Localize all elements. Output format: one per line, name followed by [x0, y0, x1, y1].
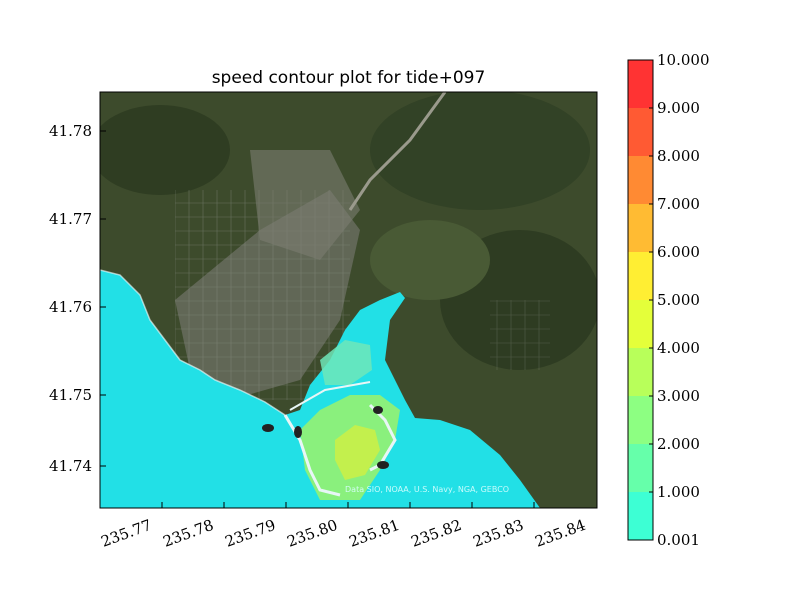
colorbar-segment: [628, 108, 653, 157]
y-tick-label: 41.78: [49, 122, 92, 140]
breakwater: [289, 381, 371, 411]
colorbar-label: 8.000: [657, 147, 700, 165]
y-tick-label: 41.76: [49, 298, 92, 316]
islet: [262, 424, 274, 432]
town-center: [250, 150, 360, 260]
forest-patch: [100, 105, 230, 195]
colorbar-segment: [628, 396, 653, 445]
colorbar-label: 3.000: [657, 387, 700, 405]
x-tick-label: 235.83: [471, 516, 526, 551]
islet: [377, 461, 389, 469]
colorbar-segment: [628, 444, 653, 493]
x-axis: 235.77 235.78 235.79 235.80 235.81 235.8…: [99, 502, 588, 551]
x-tick-label: 235.81: [347, 516, 402, 551]
y-axis: 41.78 41.77 41.76 41.75 41.74: [49, 122, 106, 475]
forest-patch: [370, 220, 490, 300]
colorbar-label: 6.000: [657, 243, 700, 261]
plot-title: speed contour plot for tide+097: [211, 68, 486, 88]
map-attribution: Data SIO, NOAA, U.S. Navy, NGA, GEBCO: [345, 485, 509, 494]
x-tick-label: 235.77: [99, 516, 154, 551]
jetty: [368, 403, 397, 472]
colorbar-label: 1.000: [657, 483, 700, 501]
forest-patch: [370, 92, 590, 210]
colorbar-label: 4.000: [657, 339, 700, 357]
colorbar-label: 5.000: [657, 291, 700, 309]
highway: [348, 92, 447, 211]
x-tick-label: 235.80: [285, 516, 340, 551]
x-tick-label: 235.79: [223, 516, 278, 551]
y-tick-label: 41.74: [49, 457, 92, 475]
y-tick-label: 41.77: [49, 210, 92, 228]
water-body: [100, 270, 540, 508]
colorbar-label: 9.000: [657, 99, 700, 117]
colorbar-segment: [628, 156, 653, 205]
coastline: [100, 269, 286, 416]
colorbar-segment: [628, 492, 653, 541]
colorbar-segment: [628, 60, 653, 109]
colorbar-segment: [628, 348, 653, 397]
colorbar-label: 10.000: [657, 51, 710, 69]
x-tick-label: 235.78: [161, 516, 216, 551]
colorbar-label: 7.000: [657, 195, 700, 213]
colorbar-segment: [628, 204, 653, 253]
colorbar: 10.000 9.000 8.000 7.000 6.000 5.000 4.000 3.00…: [627, 51, 710, 549]
satellite-map: [100, 92, 597, 508]
colorbar-label: 2.000: [657, 435, 700, 453]
islet: [294, 426, 302, 438]
x-tick-label: 235.82: [409, 516, 464, 551]
islet: [373, 406, 383, 414]
x-tick-label: 235.84: [533, 516, 588, 551]
colorbar-segment: [628, 300, 653, 349]
speed-core: [335, 425, 380, 480]
suburb-grid: [490, 300, 550, 370]
colorbar-label: 0.001: [657, 531, 700, 549]
colorbar-segment: [628, 252, 653, 301]
harbor-plume: [320, 340, 372, 385]
y-tick-label: 41.75: [49, 386, 92, 404]
